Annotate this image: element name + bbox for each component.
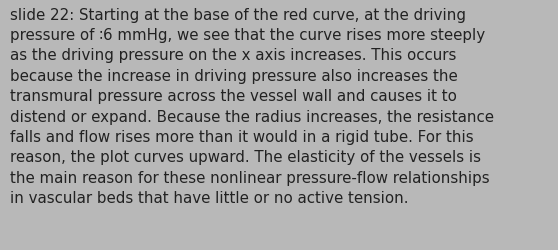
Text: slide 22: Starting at the base of the red curve, at the driving
pressure of ∶6 m: slide 22: Starting at the base of the re… <box>10 8 494 205</box>
